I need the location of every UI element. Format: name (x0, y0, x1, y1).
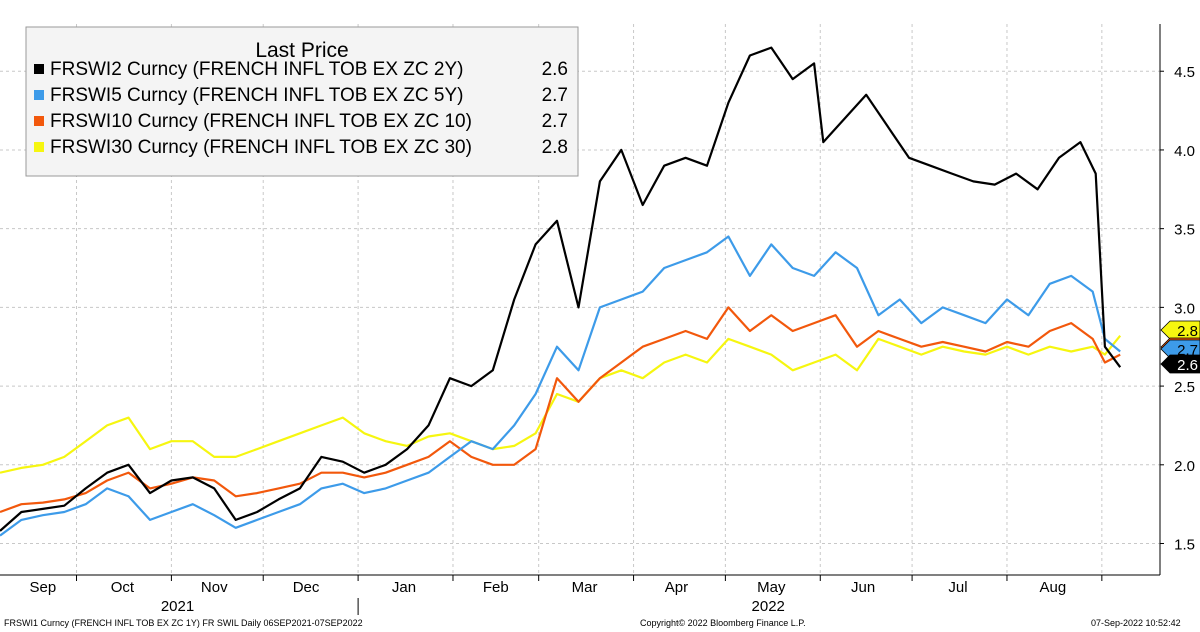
footer-timestamp: 07-Sep-2022 10:52:42 (1091, 618, 1181, 628)
x-year-label: 2021 (161, 598, 194, 615)
footer-source: FRSWI1 Curncy (FRENCH INFL TOB EX ZC 1Y)… (4, 618, 363, 628)
x-axis-ticks: Sep Oct Nov Dec Jan Feb Mar Apr May Jun Jul Aug 2021… (29, 575, 1103, 615)
line-chart: 1.5 2.0 2.5 3.0 3.5 4.0 4.5 Sep Oct Nov Dec Jan Feb… (0, 24, 1200, 615)
x-month-label: Apr (665, 579, 688, 596)
y-tick-label: 2.5 (1174, 379, 1195, 396)
series-line-4 (0, 335, 1122, 474)
x-month-label: May (757, 579, 786, 596)
series-lines (0, 46, 1122, 537)
y-tick-label: 3.5 (1174, 222, 1195, 239)
legend-label: FRSWI10 Curncy (FRENCH INFL TOB EX ZC 10… (50, 111, 472, 132)
legend-swatch (34, 116, 44, 126)
x-month-label: Sep (29, 579, 56, 596)
last-value-tag (1160, 320, 1200, 340)
y-tick-label: 3.0 (1174, 300, 1195, 317)
footer-copyright: Copyright© 2022 Bloomberg Finance L.P. (640, 618, 806, 628)
x-month-label: Mar (572, 579, 598, 596)
legend-value: 2.7 (542, 111, 568, 132)
legend-entries: FRSWI2 Curncy (FRENCH INFL TOB EX ZC 2Y)… (34, 59, 568, 158)
legend: Last Price FRSWI2 Curncy (FRENCH INFL TO… (25, 26, 579, 177)
legend-value: 2.7 (542, 85, 568, 106)
x-month-label: Feb (483, 579, 509, 596)
last-value-tag-label: 2.8 (1177, 323, 1198, 340)
y-tick-label: 2.0 (1174, 458, 1195, 475)
last-value-tags: 2.82.72.72.6 (1160, 320, 1200, 374)
x-month-label: Dec (293, 579, 320, 596)
x-month-label: Jul (948, 579, 967, 596)
y-tick-label: 4.5 (1174, 64, 1195, 81)
legend-label: FRSWI30 Curncy (FRENCH INFL TOB EX ZC 30… (50, 137, 472, 158)
series-line-1 (0, 46, 1122, 532)
legend-title: Last Price (255, 39, 348, 62)
last-value-tag-label: 2.6 (1177, 357, 1198, 374)
legend-value: 2.6 (542, 59, 568, 80)
axis-frame (0, 24, 1161, 576)
legend-swatch (34, 64, 44, 74)
y-tick-label: 4.0 (1174, 143, 1195, 160)
x-month-label: Jan (392, 579, 416, 596)
legend-label: FRSWI2 Curncy (FRENCH INFL TOB EX ZC 2Y) (50, 59, 463, 80)
legend-label: FRSWI5 Curncy (FRENCH INFL TOB EX ZC 5Y) (50, 85, 463, 106)
x-month-label: Aug (1040, 579, 1067, 596)
x-month-label: Nov (201, 579, 228, 596)
y-tick-label: 1.5 (1174, 537, 1195, 554)
x-year-label: 2022 (752, 598, 785, 615)
last-value-tag (1160, 354, 1200, 374)
legend-box (25, 26, 579, 177)
series-line-2 (0, 235, 1121, 537)
legend-swatch (34, 90, 44, 100)
x-month-label: Oct (111, 579, 135, 596)
x-month-label: Jun (851, 579, 875, 596)
y-axis-ticks: 1.5 2.0 2.5 3.0 3.5 4.0 4.5 (1160, 64, 1195, 554)
legend-value: 2.8 (542, 137, 568, 158)
legend-swatch (34, 142, 44, 152)
